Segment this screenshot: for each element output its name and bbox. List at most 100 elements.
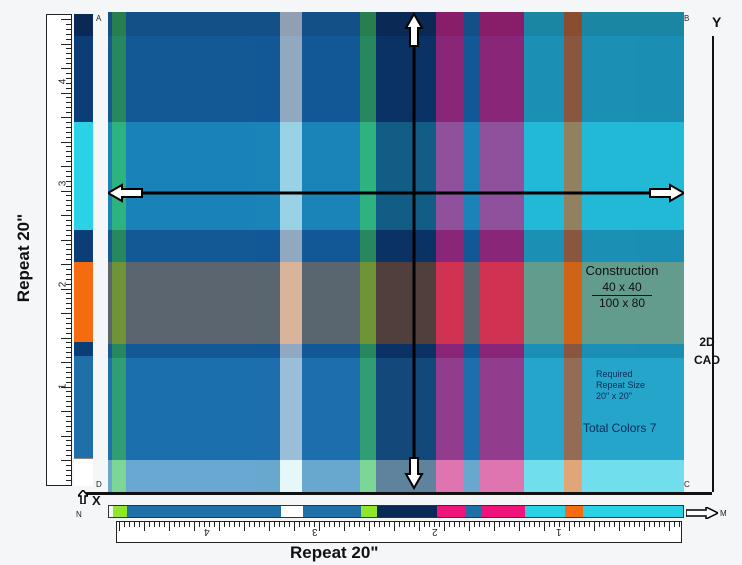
bottom-ruler-tick: [194, 522, 195, 531]
bottom-ruler-tick: [394, 522, 395, 531]
left-ruler-tick: [66, 38, 71, 40]
bottom-ruler-tick: [139, 522, 140, 527]
bottom-ruler-tick: [369, 522, 370, 531]
construction-denominator: 100 x 80: [598, 296, 646, 310]
left-ruler-tick: [66, 308, 71, 310]
bottom-ruler-tick: [219, 522, 220, 531]
bottom-ruler-tick: [174, 522, 175, 527]
left-ruler-tick: [66, 131, 71, 133]
warp-stripe-lightblue-2: [524, 12, 564, 492]
left-ruler-tick: [66, 322, 71, 324]
bottom-ruler-tick: [199, 522, 200, 527]
bottom-ruler-tick: [374, 522, 375, 527]
left-ruler-tick: [61, 117, 71, 118]
right-border-line: [712, 36, 714, 492]
left-ruler-tick: [66, 278, 71, 280]
bottom-ruler-tick: [384, 522, 385, 527]
required-repeat-line-1: Required: [596, 369, 633, 379]
warp-stripe-blue-3: [464, 12, 480, 492]
bottom-ruler-tick: [539, 522, 540, 527]
left-ruler-tick: [66, 234, 71, 236]
left-ruler: [46, 14, 72, 486]
swatch-bottom-navy: [377, 506, 437, 517]
left-color-swatch: [74, 14, 93, 486]
bottom-ruler-tick: [659, 522, 660, 527]
total-colors-label: Total Colors 7: [583, 421, 657, 435]
left-ruler-number-3: 3: [57, 180, 69, 187]
bottom-ruler-tick: [634, 522, 635, 527]
bottom-ruler-tick: [609, 522, 610, 527]
bottom-ruler-tick: [504, 522, 505, 527]
bottom-ruler-tick: [269, 522, 270, 531]
swatch-light-blue: [74, 122, 93, 230]
left-ruler-tick: [66, 464, 71, 466]
left-ruler-tick: [66, 371, 71, 373]
bottom-repeat-label: Repeat 20": [290, 543, 379, 562]
bottom-ruler-tick: [514, 522, 515, 527]
warp-stripe-lightblue-1: [126, 12, 280, 492]
bottom-ruler-tick: [484, 522, 485, 527]
left-ruler-number-1: 1: [57, 383, 69, 390]
left-ruler-tick: [66, 146, 71, 148]
left-ruler-tick: [66, 406, 71, 408]
warp-stripe-pink-2: [480, 12, 524, 492]
left-ruler-tick: [66, 121, 71, 123]
left-ruler-tick: [66, 185, 71, 187]
bottom-ruler-tick: [409, 522, 410, 527]
bottom-ruler-tick: [574, 522, 575, 527]
left-ruler-tick: [66, 342, 71, 344]
left-ruler-tick: [61, 386, 71, 388]
bottom-ruler-tick: [184, 522, 185, 527]
corner-label-b: B: [684, 14, 690, 23]
bottom-ruler-tick: [169, 522, 170, 531]
bottom-ruler-tick: [274, 522, 275, 527]
bottom-ruler-tick: [474, 522, 475, 527]
left-ruler-tick: [61, 68, 71, 69]
left-ruler-tick: [61, 460, 71, 461]
bottom-ruler-tick: [414, 522, 415, 527]
left-ruler-tick: [66, 107, 71, 109]
swatch-dark-blue: [74, 36, 93, 122]
bottom-ruler-tick: [619, 522, 620, 531]
bottom-ruler-tick: [494, 522, 495, 531]
bottom-ruler-tick: [239, 522, 240, 527]
bottom-ruler-tick: [154, 522, 155, 527]
bottom-ruler-tick: [284, 522, 285, 527]
bottom-ruler-tick: [614, 522, 615, 527]
swatch-bottom-cyan: [525, 506, 565, 517]
corner-label-c: C: [684, 480, 690, 489]
left-ruler-tick: [61, 215, 71, 216]
bottom-ruler-tick: [339, 522, 340, 527]
bottom-ruler-tick: [644, 522, 645, 531]
bottom-ruler-tick: [579, 522, 580, 527]
left-ruler-tick: [66, 210, 71, 212]
bottom-ruler-tick: [464, 522, 465, 527]
left-ruler-number-4: 4: [57, 78, 69, 85]
bottom-ruler-tick: [299, 522, 300, 527]
corner-label-a: A: [96, 14, 102, 23]
bottom-ruler-tick: [304, 522, 305, 527]
swatch-white: [74, 458, 93, 486]
left-ruler-tick: [66, 293, 71, 295]
left-ruler-tick: [66, 170, 71, 172]
swatch-bottom-blue-3: [465, 506, 481, 517]
left-ruler-tick: [66, 303, 71, 305]
swatch-dark-blue-2: [74, 230, 93, 262]
bottom-ruler-tick: [429, 522, 430, 527]
left-ruler-tick: [61, 43, 71, 45]
left-ruler-tick: [66, 195, 71, 197]
left-ruler-tick: [66, 445, 71, 447]
left-ruler-tick: [61, 264, 71, 265]
swatch-dark-blue-3: [74, 342, 93, 356]
bottom-ruler-tick: [649, 522, 650, 527]
bottom-ruler-tick: [204, 522, 205, 527]
bottom-ruler-tick: [234, 522, 235, 527]
bottom-ruler-number-4: 4: [204, 526, 210, 537]
bottom-ruler-tick: [664, 522, 665, 527]
left-ruler-tick: [66, 283, 71, 285]
bottom-ruler-tick: [444, 522, 445, 531]
left-ruler-tick: [66, 327, 71, 329]
left-ruler-tick: [66, 48, 71, 50]
swatch-bottom-pink: [437, 506, 465, 517]
bottom-ruler-tick: [329, 522, 330, 527]
